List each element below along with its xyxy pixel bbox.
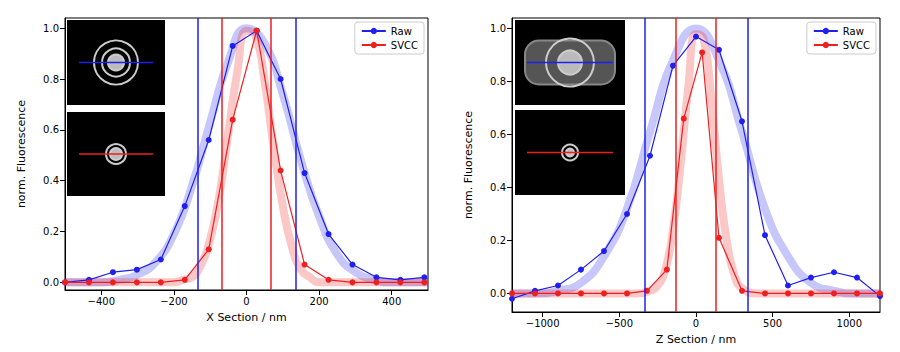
svg-text:SVCC: SVCC (391, 40, 418, 51)
svg-text:0.0: 0.0 (490, 288, 506, 299)
svg-text:0.6: 0.6 (490, 129, 506, 140)
svg-text:SVCC: SVCC (843, 40, 870, 51)
svg-text:−1000: −1000 (526, 318, 560, 329)
svg-text:400: 400 (382, 296, 401, 307)
svg-text:−500: −500 (606, 318, 633, 329)
svg-text:X Section / nm: X Section / nm (206, 311, 286, 324)
svg-text:norm. Fluorescence: norm. Fluorescence (462, 111, 475, 219)
svg-text:−400: −400 (88, 296, 115, 307)
svg-text:Raw: Raw (843, 26, 864, 37)
svg-text:0.4: 0.4 (43, 175, 59, 186)
svg-text:0.6: 0.6 (43, 124, 59, 135)
svg-text:500: 500 (763, 318, 782, 329)
svg-text:1.0: 1.0 (490, 23, 506, 34)
svg-text:1.0: 1.0 (43, 23, 59, 34)
svg-text:200: 200 (310, 296, 329, 307)
svg-text:norm. Fluorescence: norm. Fluorescence (15, 100, 28, 208)
svg-text:0.8: 0.8 (490, 76, 506, 87)
svg-text:0: 0 (243, 296, 249, 307)
svg-text:0.0: 0.0 (43, 277, 59, 288)
svg-text:0.4: 0.4 (490, 182, 506, 193)
svg-text:0.8: 0.8 (43, 74, 59, 85)
svg-text:0: 0 (693, 318, 699, 329)
svg-text:Raw: Raw (391, 26, 412, 37)
svg-text:0.2: 0.2 (43, 226, 59, 237)
svg-text:0.2: 0.2 (490, 235, 506, 246)
svg-text:−200: −200 (160, 296, 187, 307)
svg-text:Z Section / nm: Z Section / nm (656, 333, 736, 346)
svg-text:1000: 1000 (837, 318, 862, 329)
